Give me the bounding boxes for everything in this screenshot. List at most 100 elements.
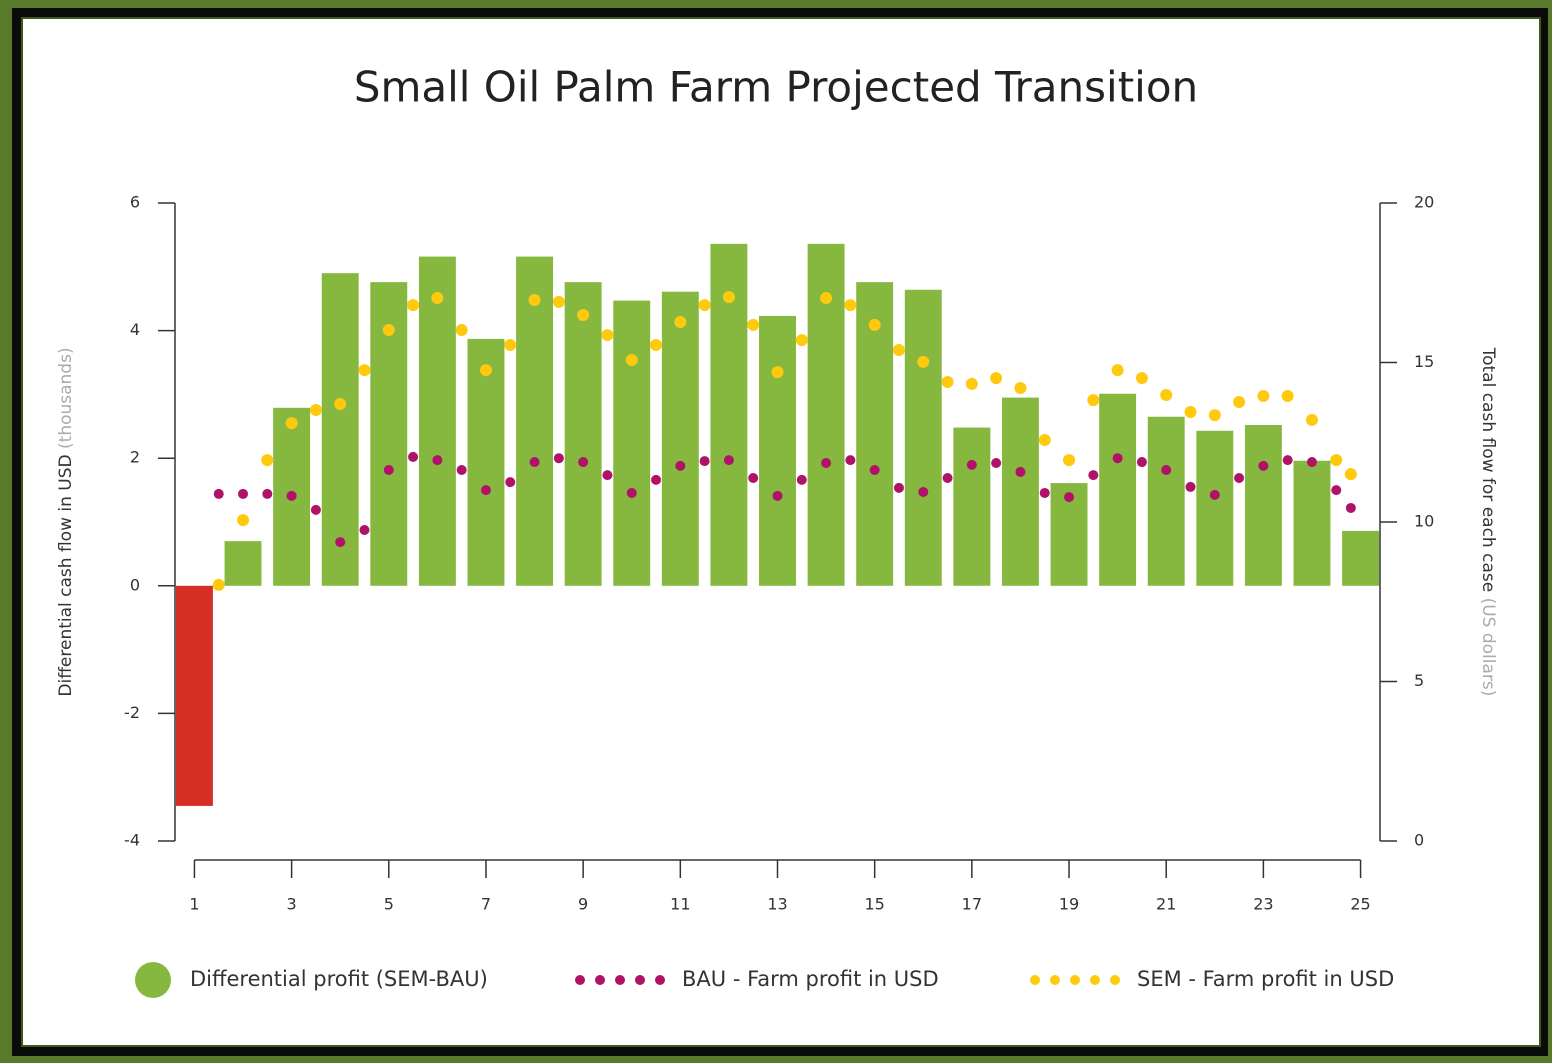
line-dot [286, 490, 297, 501]
y2-axis-label-main: Total cash flow for each case [1478, 347, 1498, 593]
bar [516, 256, 554, 586]
line-dot [795, 334, 808, 347]
line-dot [747, 318, 760, 331]
line-dot [1234, 472, 1245, 483]
legend-swatch [615, 975, 625, 985]
bar [467, 338, 505, 586]
y2-tick-label: 0 [1414, 831, 1424, 850]
line-dot [674, 315, 687, 328]
bar [1244, 425, 1282, 586]
bar [856, 282, 894, 586]
line-dot [212, 578, 225, 591]
line-dot [1185, 481, 1196, 492]
line-dot [1331, 485, 1342, 496]
line-dot [771, 366, 784, 379]
y2-tick-label: 15 [1414, 352, 1434, 371]
line-dot [601, 329, 614, 342]
x-tick-label: 13 [767, 895, 787, 914]
line-dot [868, 318, 881, 331]
x-tick-label: 19 [1059, 895, 1079, 914]
line-dot [892, 344, 905, 357]
line-dot [479, 364, 492, 377]
line-dot [1233, 396, 1246, 409]
line-dot [480, 485, 491, 496]
line-dot [723, 455, 734, 466]
line-dot [431, 292, 444, 305]
line-dot [334, 397, 347, 410]
line-dot [578, 457, 589, 468]
legend-swatch [1090, 975, 1100, 985]
line-dot [456, 465, 467, 476]
legend-label: SEM - Farm profit in USD [1137, 967, 1394, 991]
line-dot [1345, 502, 1356, 513]
x-tick-label: 25 [1350, 895, 1370, 914]
x-tick-label: 23 [1253, 895, 1273, 914]
bar [564, 282, 602, 586]
legend-swatch [1110, 975, 1120, 985]
line-dot [310, 504, 321, 515]
y2-axis-label-unit: (US dollars) [1478, 598, 1498, 697]
line-dot [553, 453, 564, 464]
line-dot [845, 455, 856, 466]
line-dot [1135, 372, 1148, 385]
line-dot [748, 472, 759, 483]
line-dot [650, 338, 663, 351]
line-dot [528, 293, 541, 306]
line-dot [990, 372, 1003, 385]
line-dot [261, 454, 274, 467]
line-dot [1088, 470, 1099, 481]
line-dot [238, 488, 249, 499]
line-dot [1064, 492, 1075, 503]
y-axis-label-main: Differential cash flow in USD [56, 454, 76, 696]
line-dot [1282, 455, 1293, 466]
y-tick-label: -2 [124, 703, 140, 722]
y-tick-label: 6 [130, 193, 140, 212]
bar [1001, 397, 1039, 586]
bar [953, 427, 991, 586]
line-dot [1281, 389, 1294, 402]
line-dot [335, 537, 346, 548]
line-dot [505, 477, 516, 488]
legend-swatch [1070, 975, 1080, 985]
legend-item: SEM - Farm profit in USD [1030, 967, 1394, 991]
line-dot [1208, 409, 1221, 422]
bar [418, 256, 456, 586]
line-dot [820, 292, 833, 305]
legend-swatch [1030, 975, 1040, 985]
x-tick-label: 17 [962, 895, 982, 914]
line-dot [1209, 489, 1220, 500]
y-axis-label: Differential cash flow in USD (thousands… [56, 347, 76, 696]
line-dot [602, 470, 613, 481]
line-dot [991, 457, 1002, 468]
bar [1293, 460, 1331, 586]
line-dot [941, 375, 954, 388]
line-dot [722, 291, 735, 304]
bar [613, 300, 651, 586]
line-dot [965, 377, 978, 390]
bar [661, 291, 699, 586]
x-tick-label: 15 [864, 895, 884, 914]
legend-swatch [1050, 975, 1060, 985]
line-dot [844, 299, 857, 312]
line-dot [675, 460, 686, 471]
line-dot [455, 323, 468, 336]
y-tick-label: 4 [130, 320, 140, 339]
bar [1342, 530, 1380, 586]
legend-swatch [635, 975, 645, 985]
bar [224, 541, 262, 586]
line-dot [358, 364, 371, 377]
line-dot [1257, 389, 1270, 402]
legend-swatch [135, 962, 171, 998]
y2-axis-label: Total cash flow for each case (US dollar… [1478, 347, 1498, 697]
legend-item: Differential profit (SEM-BAU) [135, 962, 488, 998]
y-tick-label: 0 [130, 575, 140, 594]
chart-title: Small Oil Palm Farm Projected Transition [354, 63, 1198, 112]
line-dot [1039, 487, 1050, 498]
bar [1196, 430, 1234, 586]
line-dot [1305, 413, 1318, 426]
line-dot [1344, 468, 1357, 481]
line-dot [1330, 454, 1343, 467]
x-tick-label: 11 [670, 895, 690, 914]
